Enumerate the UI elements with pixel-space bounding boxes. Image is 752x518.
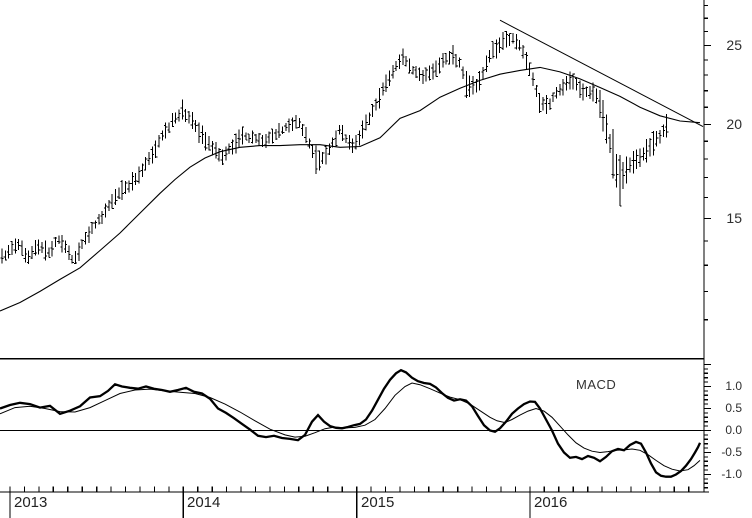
right-axis-ticks (704, 4, 711, 489)
macd-axis-label-1.0: 1.0 (725, 379, 742, 393)
moving-average-line (0, 66, 701, 312)
x-axis-label-2014: 2014 (187, 494, 221, 511)
x-axis-label-2013: 2013 (14, 494, 48, 511)
macd-axis-label--1.0: -1.0 (721, 467, 742, 481)
macd-axis-label-0.5: 0.5 (725, 401, 742, 415)
price-axis-label-20: 20 (726, 116, 742, 132)
trendline (499, 19, 704, 128)
price-axis-label-25: 25 (726, 37, 742, 53)
macd-axis-label--0.5: -0.5 (721, 445, 742, 459)
x-axis-ticks (9, 486, 690, 518)
price-bars (0, 31, 669, 265)
macd-panel-title: MACD (576, 377, 617, 392)
macd-axis-label-0.0: 0.0 (725, 423, 742, 437)
macd-signal-line (0, 382, 701, 472)
x-axis-label-2015: 2015 (361, 494, 395, 511)
x-axis-label-2016: 2016 (534, 494, 568, 511)
price-axis-label-15: 15 (726, 210, 742, 226)
